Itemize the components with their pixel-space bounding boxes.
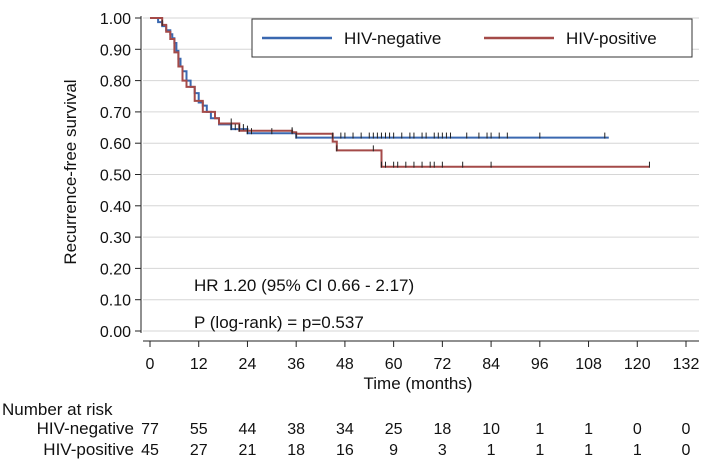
x-tick-label: 24 xyxy=(239,356,257,373)
risk-value: 1 xyxy=(633,442,642,459)
risk-value: 27 xyxy=(190,442,208,459)
risk-value: 9 xyxy=(389,442,398,459)
x-tick-label: 12 xyxy=(190,356,208,373)
y-tick-label: 0.00 xyxy=(100,324,131,341)
x-tick-label: 72 xyxy=(433,356,451,373)
y-tick-label: 0.50 xyxy=(100,168,131,185)
risk-value: 1 xyxy=(584,421,593,438)
y-tick-label: 0.60 xyxy=(100,136,131,153)
x-tick-label: 0 xyxy=(146,356,155,373)
x-tick-label: 48 xyxy=(336,356,354,373)
risk-table-title: Number at risk xyxy=(2,400,113,419)
risk-value: 0 xyxy=(682,442,691,459)
risk-value: 18 xyxy=(433,421,451,438)
x-tick-label: 60 xyxy=(385,356,403,373)
y-tick-label: 1.00 xyxy=(100,11,131,28)
risk-value: 0 xyxy=(682,421,691,438)
x-tick-label: 132 xyxy=(673,356,700,373)
risk-value: 0 xyxy=(633,421,642,438)
risk-value: 38 xyxy=(287,421,305,438)
y-tick-label: 0.20 xyxy=(100,261,131,278)
y-tick-label: 0.10 xyxy=(100,293,131,310)
y-tick-label: 0.80 xyxy=(100,74,131,91)
y-axis: 0.00 0.10 0.20 0.30 0.40 0.50 0.60 0.70 0.80 0.90… xyxy=(100,11,142,341)
risk-value: 18 xyxy=(287,442,305,459)
legend: HIV-negative HIV-positive xyxy=(251,18,693,58)
risk-table: Number at risk HIV-negative HIV-positive… xyxy=(2,400,691,459)
legend-label-hiv-positive: HIV-positive xyxy=(566,29,657,48)
risk-value: 1 xyxy=(584,442,593,459)
risk-value: 77 xyxy=(141,421,159,438)
risk-value: 21 xyxy=(239,442,257,459)
censor-marks xyxy=(161,19,650,168)
risk-value: 55 xyxy=(190,421,208,438)
x-tick-label: 84 xyxy=(482,356,500,373)
risk-value: 34 xyxy=(336,421,354,438)
risk-value: 1 xyxy=(535,442,544,459)
risk-value: 45 xyxy=(141,442,159,459)
log-rank-p-annotation: P (log-rank) = p=0.537 xyxy=(194,313,364,332)
risk-row-label-hiv-positive: HIV-positive xyxy=(43,440,134,459)
y-tick-label: 0.70 xyxy=(100,105,131,122)
x-axis: 0 12 24 36 48 60 72 84 96 108 120 132 xyxy=(143,340,700,373)
y-tick-label: 0.30 xyxy=(100,230,131,247)
risk-value: 10 xyxy=(482,421,500,438)
y-axis-label: Recurrence-free survival xyxy=(61,79,80,264)
x-tick-label: 120 xyxy=(624,356,651,373)
x-axis-label: Time (months) xyxy=(364,374,473,393)
x-tick-label: 108 xyxy=(575,356,602,373)
risk-value: 1 xyxy=(487,442,496,459)
risk-row-label-hiv-negative: HIV-negative xyxy=(37,419,134,438)
x-tick-label: 96 xyxy=(531,356,549,373)
x-tick-label: 36 xyxy=(287,356,305,373)
risk-value: 1 xyxy=(535,421,544,438)
legend-label-hiv-negative: HIV-negative xyxy=(344,29,441,48)
risk-value: 16 xyxy=(336,442,354,459)
risk-value: 25 xyxy=(385,421,403,438)
risk-value: 44 xyxy=(239,421,257,438)
risk-value: 3 xyxy=(438,442,447,459)
hazard-ratio-annotation: HR 1.20 (95% CI 0.66 - 2.17) xyxy=(194,276,414,295)
y-tick-label: 0.90 xyxy=(100,42,131,59)
risk-table-values: 77 55 44 38 34 25 18 10 1 1 0 045 27 21 18 16 9 3 1 1 1 1 0 xyxy=(141,421,690,459)
y-tick-label: 0.40 xyxy=(100,199,131,216)
